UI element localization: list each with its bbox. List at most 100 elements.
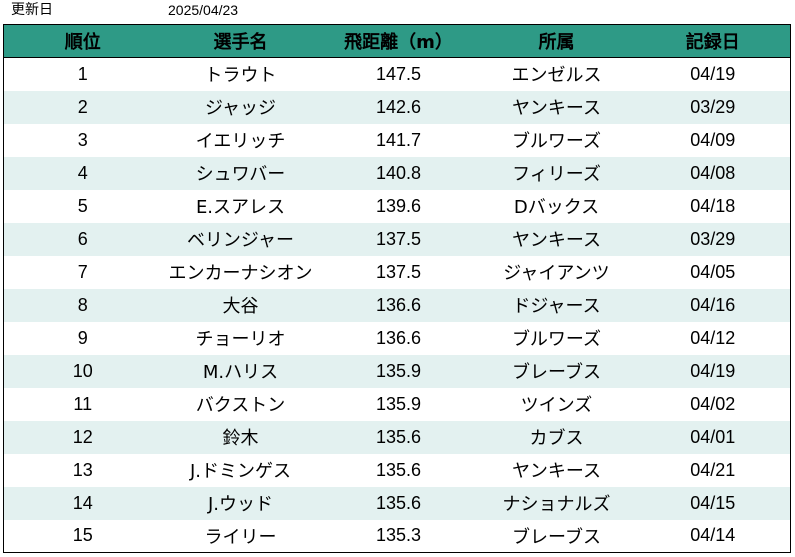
date-cell: 03/29 — [690, 96, 736, 117]
table-row: 4 シュワバー 140.8 フィリーズ 04/08 — [3, 156, 791, 190]
player-name-cell: イエリッチ — [195, 131, 286, 152]
rank-cell: 11 — [73, 393, 93, 414]
table-body: 1 トラウト 147.5 エンゼルス 04/19 2 ジャッジ 142.6 ヤンキース 03/29… — [3, 57, 791, 553]
distance-cell: 137.5 — [375, 228, 422, 249]
player-name-cell: ジャッジ — [204, 98, 277, 119]
team-cell: ヤンキース — [511, 461, 602, 482]
team-cell: ブレーブス — [512, 362, 601, 383]
rank-cell: 1 — [77, 63, 88, 84]
team-cell: エンゼルス — [511, 65, 602, 87]
distance-cell: 141.7 — [375, 129, 422, 150]
team-cell: ジャイアンツ — [503, 263, 610, 284]
date-cell: 04/16 — [690, 294, 736, 315]
player-name-cell: J.ドミンゲス — [189, 461, 292, 482]
date-cell: 04/19 — [690, 360, 736, 381]
distance-cell: 136.6 — [375, 294, 422, 315]
table-row: 10 M.ハリス 135.9 ブレーブス 04/19 — [3, 354, 791, 388]
date-cell: 04/21 — [690, 459, 736, 480]
player-name-cell: チョーリオ — [195, 329, 286, 350]
date-cell: 04/12 — [690, 327, 736, 348]
distance-cell: 147.5 — [375, 63, 422, 84]
distance-cell: 139.6 — [375, 195, 422, 216]
column-header-rank: 順位 — [3, 24, 162, 58]
table-row: 5 E.スアレス 139.6 Dバックス 04/18 — [3, 189, 791, 223]
column-header-player: 選手名 — [161, 24, 320, 58]
distance-cell: 142.6 — [375, 96, 422, 117]
column-header-distance: 飛距離（m） — [319, 24, 478, 58]
player-name-cell: トラウト — [204, 65, 277, 87]
team-cell: ドジャース — [512, 296, 601, 317]
column-header-date: 記録日 — [635, 24, 791, 58]
date-cell: 04/15 — [690, 492, 736, 513]
date-cell: 04/01 — [690, 426, 736, 447]
updated-date: 2025/04/23 — [168, 2, 239, 18]
player-name-cell: ライリー — [204, 526, 277, 548]
distance-cell: 135.9 — [375, 393, 422, 414]
table-row: 1 トラウト 147.5 エンゼルス 04/19 — [3, 57, 791, 91]
distance-cell: 137.5 — [375, 261, 422, 282]
player-name-cell: E.スアレス — [195, 197, 286, 218]
player-name-cell: J.ウッド — [207, 494, 274, 515]
distance-cell: 135.6 — [375, 426, 422, 447]
team-cell: ツインズ — [520, 395, 593, 416]
player-name-cell: エンカーナシオン — [168, 263, 313, 284]
table-row: 14 J.ウッド 135.6 ナショナルズ 04/15 — [3, 486, 791, 520]
team-cell: ブルワーズ — [511, 329, 602, 350]
team-cell: ブルワーズ — [511, 131, 602, 152]
rank-cell: 9 — [77, 327, 88, 348]
team-cell: Dバックス — [513, 197, 600, 218]
rank-cell: 2 — [77, 96, 88, 117]
distance-cell: 135.3 — [375, 525, 422, 546]
player-name-cell: バクストン — [195, 395, 286, 416]
team-cell: ナショナルズ — [502, 494, 611, 515]
table-row: 13 J.ドミンゲス 135.6 ヤンキース 04/21 — [3, 453, 791, 487]
player-name-cell: M.ハリス — [202, 362, 279, 383]
team-cell: カブス — [529, 428, 584, 449]
date-cell: 04/19 — [690, 63, 736, 84]
player-name-cell: ベリンジャー — [186, 230, 295, 251]
table-row: 8 大谷 136.6 ドジャース 04/16 — [3, 288, 791, 322]
distance-cell: 135.6 — [375, 492, 422, 513]
rank-cell: 6 — [77, 228, 88, 249]
update-info-bar: 更新日 2025/04/23 — [0, 0, 795, 24]
date-cell: 03/29 — [690, 228, 736, 249]
header-row: 順位 選手名 飛距離（m） 所属 記録日 — [3, 24, 791, 58]
table-header: 順位 選手名 飛距離（m） 所属 記録日 — [3, 24, 791, 58]
date-cell: 04/05 — [690, 261, 736, 282]
team-cell: フィリーズ — [512, 164, 601, 185]
column-header-team: 所属 — [477, 24, 636, 58]
table-row: 3 イエリッチ 141.7 ブルワーズ 04/09 — [3, 123, 791, 157]
table-row: 2 ジャッジ 142.6 ヤンキース 03/29 — [3, 90, 791, 124]
table-row: 12 鈴木 135.6 カブス 04/01 — [3, 420, 791, 454]
rank-cell: 8 — [77, 294, 88, 315]
rank-cell: 5 — [77, 195, 88, 216]
distance-cell: 135.9 — [375, 360, 422, 381]
home-run-distance-table: 順位 選手名 飛距離（m） 所属 記録日 1 トラウト 147.5 エンゼルス 04/1… — [3, 24, 791, 553]
table-row: 11 バクストン 135.9 ツインズ 04/02 — [3, 387, 791, 421]
updated-label: 更新日 — [11, 2, 53, 18]
date-cell: 04/02 — [690, 393, 736, 414]
team-cell: ブレーブス — [512, 526, 601, 548]
date-cell: 04/18 — [690, 195, 736, 216]
date-cell: 04/09 — [690, 129, 736, 150]
player-name-cell: シュワバー — [195, 164, 286, 185]
distance-cell: 136.6 — [375, 327, 422, 348]
table-row: 6 ベリンジャー 137.5 ヤンキース 03/29 — [3, 222, 791, 256]
rank-cell: 13 — [72, 459, 93, 480]
date-cell: 04/14 — [690, 525, 736, 546]
player-name-cell: 大谷 — [222, 296, 259, 317]
date-cell: 04/08 — [690, 162, 736, 183]
rank-cell: 7 — [77, 261, 88, 282]
team-cell: ヤンキース — [511, 230, 602, 251]
distance-cell: 135.6 — [375, 459, 422, 480]
player-name-cell: 鈴木 — [222, 428, 259, 449]
rank-cell: 15 — [72, 525, 93, 546]
table-row: 15 ライリー 135.3 ブレーブス 04/14 — [3, 519, 791, 553]
rank-cell: 10 — [72, 360, 93, 381]
distance-cell: 140.8 — [375, 162, 422, 183]
rank-cell: 3 — [77, 129, 88, 150]
team-cell: ヤンキース — [511, 98, 602, 119]
rank-cell: 14 — [72, 492, 93, 513]
table-row: 7 エンカーナシオン 137.5 ジャイアンツ 04/05 — [3, 255, 791, 289]
rank-cell: 12 — [72, 426, 93, 447]
